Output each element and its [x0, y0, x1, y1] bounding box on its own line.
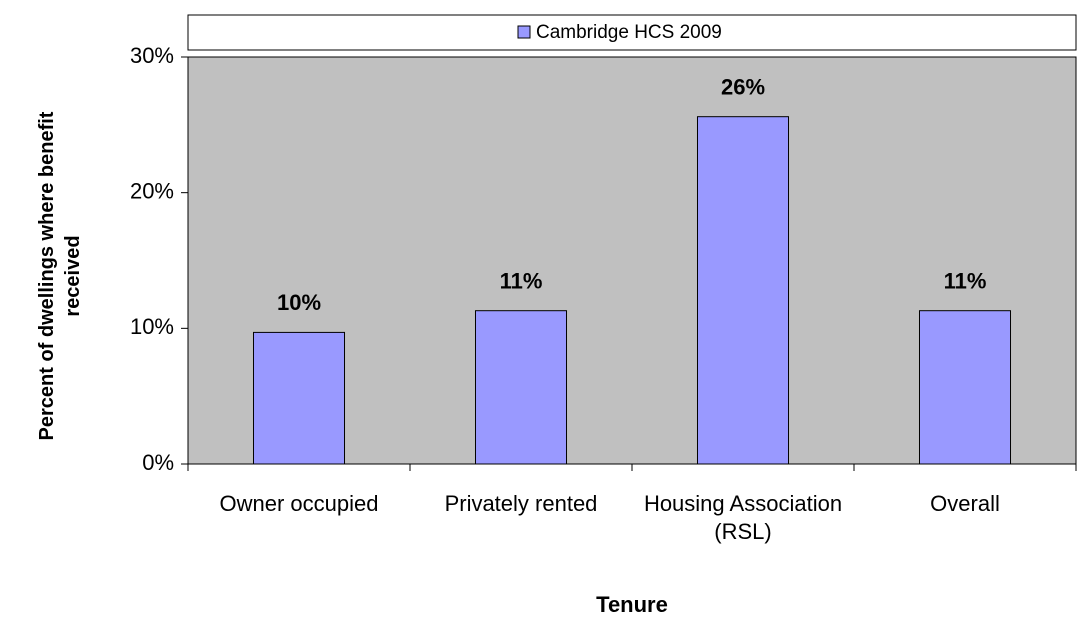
- value-label: 11%: [944, 269, 987, 294]
- y-tick-label: 20%: [130, 178, 174, 203]
- x-tick-label: Housing Association (RSL): [643, 491, 843, 544]
- legend-label: Cambridge HCS 2009: [536, 22, 722, 43]
- value-label: 10%: [277, 290, 321, 315]
- value-label: 26%: [721, 75, 765, 100]
- y-tick-label: 0%: [142, 450, 174, 475]
- x-tick-label: Privately rented: [444, 491, 598, 516]
- bar: [474, 310, 568, 465]
- x-tick-label: Owner occupied: [219, 491, 379, 516]
- legend-swatch: [517, 25, 531, 39]
- y-axis-title: Percent of dwellings where benefit recei…: [36, 111, 84, 441]
- x-tick-label: Overall: [930, 491, 1000, 516]
- bar: [918, 310, 1012, 465]
- y-tick-label: 10%: [130, 314, 174, 339]
- value-label: 11%: [500, 269, 543, 294]
- bar: [696, 116, 790, 465]
- x-axis-title: Tenure: [596, 592, 668, 617]
- y-tick-label: 30%: [130, 43, 174, 68]
- legend-box: [187, 14, 1077, 51]
- bar: [252, 331, 346, 465]
